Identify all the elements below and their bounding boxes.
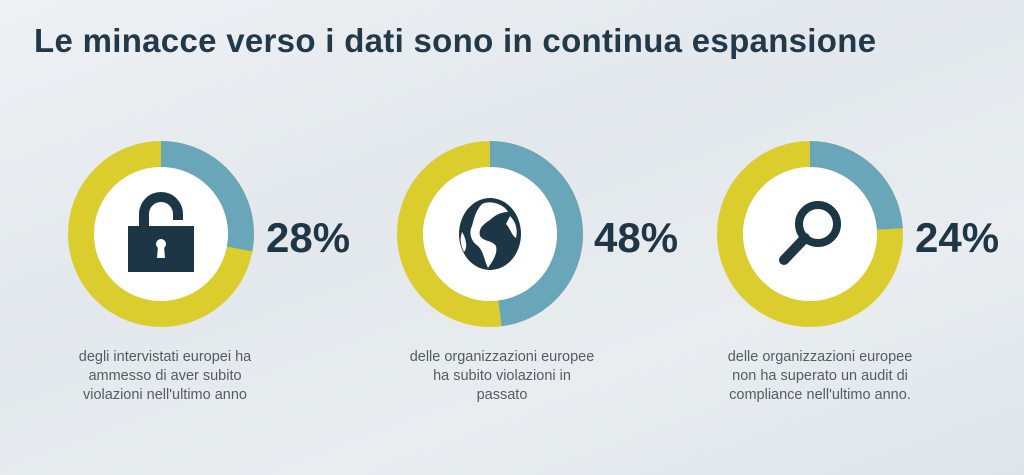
caption-line: compliance nell'ultimo anno.	[729, 387, 911, 403]
donut-value-slice	[489, 141, 583, 327]
caption-line: delle organizzazioni europee	[727, 349, 913, 365]
percentage-label: 48%	[594, 214, 679, 261]
donut-value-slice	[809, 141, 903, 231]
caption-line: degli intervistati europei ha	[78, 349, 252, 365]
caption: degli intervistati europei ha ammesso di …	[45, 348, 285, 405]
caption-line: non ha superato un audit di	[732, 368, 908, 384]
magnifier-icon	[779, 201, 841, 265]
donut-chart	[397, 141, 583, 327]
donut-chart	[68, 141, 254, 327]
caption: delle organizzazioni europee non ha super…	[700, 348, 940, 405]
percentage-label: 28%	[266, 214, 351, 261]
caption: delle organizzazioni europee ha subito vi…	[382, 348, 622, 405]
caption-line: violazioni nell'ultimo anno	[83, 387, 247, 403]
caption-line: passato	[476, 387, 528, 403]
percentage-label: 24%	[915, 214, 1000, 261]
donut-value-slice	[160, 141, 254, 252]
globe-icon	[459, 198, 521, 270]
padlock-icon	[128, 192, 194, 272]
donut-center	[743, 167, 877, 301]
page-title: Le minacce verso i dati sono in continua…	[34, 22, 877, 59]
donut-chart	[717, 141, 903, 327]
caption-line: delle organizzazioni europee	[409, 349, 595, 365]
caption-line: ammesso di aver subito	[88, 368, 242, 384]
caption-line: ha subito violazioni in	[433, 368, 571, 384]
